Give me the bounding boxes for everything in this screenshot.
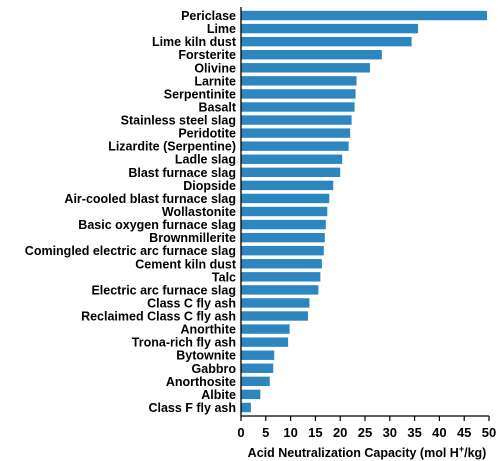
x-tick-label-5: 25 bbox=[358, 425, 372, 440]
category-label-12: Blast furnace slag bbox=[128, 166, 236, 180]
category-label-11: Ladle slag bbox=[175, 153, 236, 167]
category-label-20: Talc bbox=[212, 270, 236, 284]
category-label-14: Air-cooled blast furnace slag bbox=[64, 192, 236, 206]
bar-13 bbox=[241, 180, 334, 191]
bar-11 bbox=[241, 154, 343, 164]
bar-8 bbox=[241, 115, 352, 125]
category-label-26: Bytownite bbox=[176, 349, 236, 363]
bar-2 bbox=[241, 36, 412, 47]
category-label-13: Diopside bbox=[183, 179, 236, 193]
bar-7 bbox=[241, 102, 355, 112]
x-axis-title: Acid Neutralization Capacity (mol H+/kg) bbox=[248, 444, 487, 460]
category-label-0: Periclase bbox=[181, 9, 236, 23]
bar-23 bbox=[241, 311, 308, 321]
bar-18 bbox=[241, 245, 324, 256]
bar-26 bbox=[241, 350, 275, 360]
bar-1 bbox=[241, 23, 419, 34]
category-label-1: Lime bbox=[207, 22, 236, 36]
x-tick-label-2: 10 bbox=[283, 425, 297, 440]
x-tick-label-7: 35 bbox=[407, 425, 421, 440]
x-tick-label-10: 50 bbox=[482, 425, 496, 440]
x-axis-title-end: /kg) bbox=[464, 446, 486, 460]
bar-12 bbox=[241, 167, 341, 178]
category-label-16: Basic oxygen furnace slag bbox=[78, 218, 236, 232]
category-label-18: Comingled electric arc furnace slag bbox=[25, 244, 236, 258]
category-label-7: Basalt bbox=[198, 100, 236, 114]
category-label-22: Class C fly ash bbox=[147, 296, 236, 310]
bar-28 bbox=[241, 376, 270, 387]
bar-4 bbox=[241, 63, 370, 73]
x-axis-title-sup: + bbox=[459, 444, 464, 454]
bars-group bbox=[241, 10, 488, 413]
category-label-15: Wollastonite bbox=[162, 205, 236, 219]
x-ticks-group: 0 5 10 15 20 25 30 35 40 45 50 bbox=[237, 416, 496, 440]
bar-21 bbox=[241, 285, 319, 295]
x-axis-title-main: Acid Neutralization Capacity (mol H bbox=[248, 446, 459, 460]
bar-15 bbox=[241, 206, 328, 217]
bar-14 bbox=[241, 193, 330, 204]
bar-29 bbox=[241, 389, 261, 400]
category-label-9: Peridotite bbox=[178, 127, 236, 141]
x-tick-label-9: 45 bbox=[457, 425, 471, 440]
category-label-4: Olivine bbox=[194, 61, 236, 75]
bar-6 bbox=[241, 89, 356, 99]
category-label-30: Class F fly ash bbox=[148, 401, 236, 415]
bar-25 bbox=[241, 337, 289, 347]
bar-24 bbox=[241, 324, 290, 334]
bar-16 bbox=[241, 219, 326, 230]
category-label-28: Anorthosite bbox=[166, 375, 236, 389]
bar-3 bbox=[241, 50, 382, 60]
x-tick-label-6: 30 bbox=[383, 425, 397, 440]
category-label-23: Reclaimed Class C fly ash bbox=[81, 310, 236, 324]
x-tick-label-0: 0 bbox=[237, 425, 244, 440]
category-label-6: Serpentinite bbox=[164, 87, 236, 101]
bar-30 bbox=[241, 402, 251, 413]
category-label-8: Stainless steel slag bbox=[121, 114, 236, 128]
category-label-27: Gabbro bbox=[192, 362, 237, 376]
category-label-21: Electric arc furnace slag bbox=[91, 283, 236, 297]
bar-27 bbox=[241, 363, 274, 373]
bar-10 bbox=[241, 141, 349, 151]
x-tick-label-1: 5 bbox=[262, 425, 269, 440]
bar-0 bbox=[241, 10, 488, 21]
category-label-5: Larnite bbox=[194, 74, 236, 88]
bar-19 bbox=[241, 259, 322, 269]
category-label-2: Lime kiln dust bbox=[152, 35, 237, 49]
category-label-29: Albite bbox=[201, 388, 236, 402]
category-label-3: Forsterite bbox=[178, 48, 236, 62]
category-label-17: Brownmillerite bbox=[149, 231, 236, 245]
category-label-10: Lizardite (Serpentine) bbox=[108, 140, 236, 154]
bar-20 bbox=[241, 272, 321, 282]
x-tick-label-3: 15 bbox=[308, 425, 322, 440]
bar-17 bbox=[241, 232, 325, 243]
x-tick-label-8: 40 bbox=[432, 425, 446, 440]
bar-22 bbox=[241, 298, 310, 308]
category-label-25: Trona-rich fly ash bbox=[132, 336, 236, 350]
x-tick-label-4: 20 bbox=[333, 425, 347, 440]
bar-5 bbox=[241, 76, 357, 86]
bar-9 bbox=[241, 128, 351, 138]
category-label-19: Cement kiln dust bbox=[135, 257, 237, 271]
category-label-24: Anorthite bbox=[180, 323, 236, 337]
